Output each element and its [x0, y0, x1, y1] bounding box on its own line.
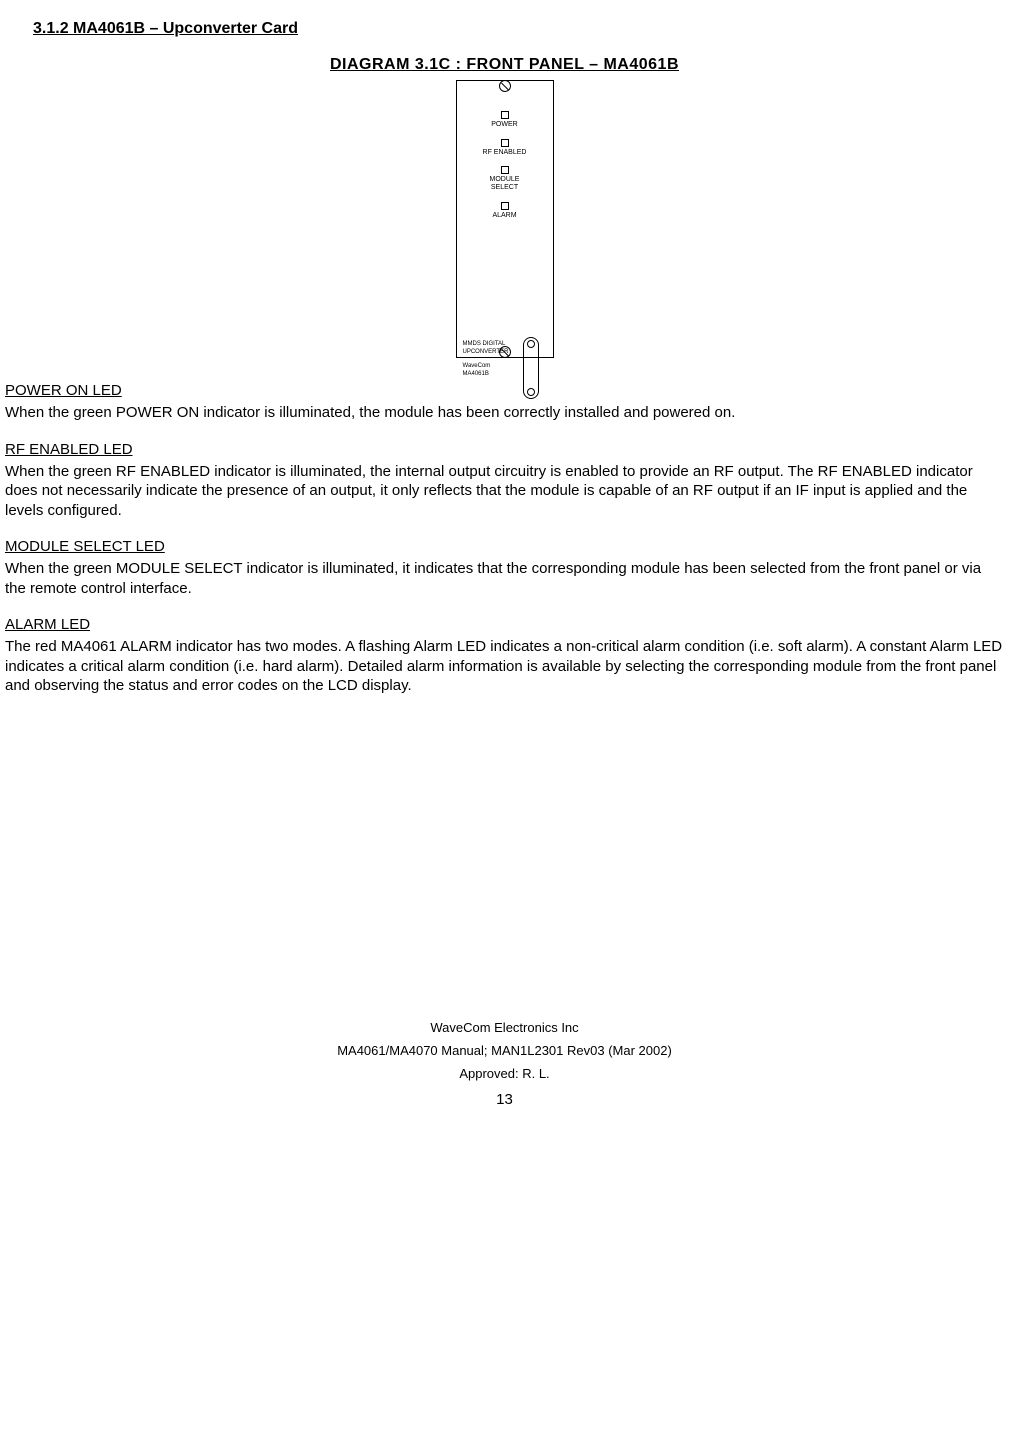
rf-enabled-led-body: When the green RF ENABLED indicator is i… — [5, 462, 1004, 521]
led-group: POWER RF ENABLED MODULE SELECT ALARM — [457, 111, 553, 229]
power-led-label: POWER — [457, 121, 553, 129]
footer-approved: Approved: R. L. — [5, 1062, 1004, 1085]
rf-enabled-led-label: RF ENABLED — [457, 149, 553, 157]
rf-enabled-led-heading: RF ENABLED LED — [5, 441, 1004, 458]
alarm-led-icon — [501, 202, 509, 210]
panel-text-line4: MA4061B — [463, 371, 489, 379]
page-footer: WaveCom Electronics Inc MA4061/MA4070 Ma… — [5, 1016, 1004, 1113]
panel-text-line3: WaveCom — [463, 363, 491, 371]
footer-manual: MA4061/MA4070 Manual; MAN1L2301 Rev03 (M… — [5, 1039, 1004, 1062]
screw-icon — [499, 346, 511, 358]
alarm-led-heading: ALARM LED — [5, 616, 1004, 633]
front-panel-diagram: POWER RF ENABLED MODULE SELECT ALARM MMD… — [456, 80, 554, 358]
handle-icon — [523, 337, 539, 399]
alarm-led-label: ALARM — [457, 212, 553, 220]
footer-company: WaveCom Electronics Inc — [5, 1016, 1004, 1039]
power-led-icon — [501, 111, 509, 119]
power-on-led-body: When the green POWER ON indicator is ill… — [5, 403, 1004, 423]
module-select-led-label: MODULE SELECT — [457, 176, 553, 191]
module-select-led-icon — [501, 166, 509, 174]
diagram-container: POWER RF ENABLED MODULE SELECT ALARM MMD… — [5, 80, 1004, 358]
section-heading: 3.1.2 MA4061B – Upconverter Card — [33, 20, 1004, 38]
module-select-led-heading: MODULE SELECT LED — [5, 538, 1004, 555]
power-on-led-heading: POWER ON LED — [5, 382, 1004, 399]
screw-icon — [499, 80, 511, 92]
rf-enabled-led-icon — [501, 139, 509, 147]
alarm-led-body: The red MA4061 ALARM indicator has two m… — [5, 637, 1004, 696]
module-select-led-body: When the green MODULE SELECT indicator i… — [5, 559, 1004, 598]
diagram-title: DIAGRAM 3.1C : FRONT PANEL – MA4061B — [5, 56, 1004, 74]
footer-page-number: 13 — [5, 1086, 1004, 1113]
